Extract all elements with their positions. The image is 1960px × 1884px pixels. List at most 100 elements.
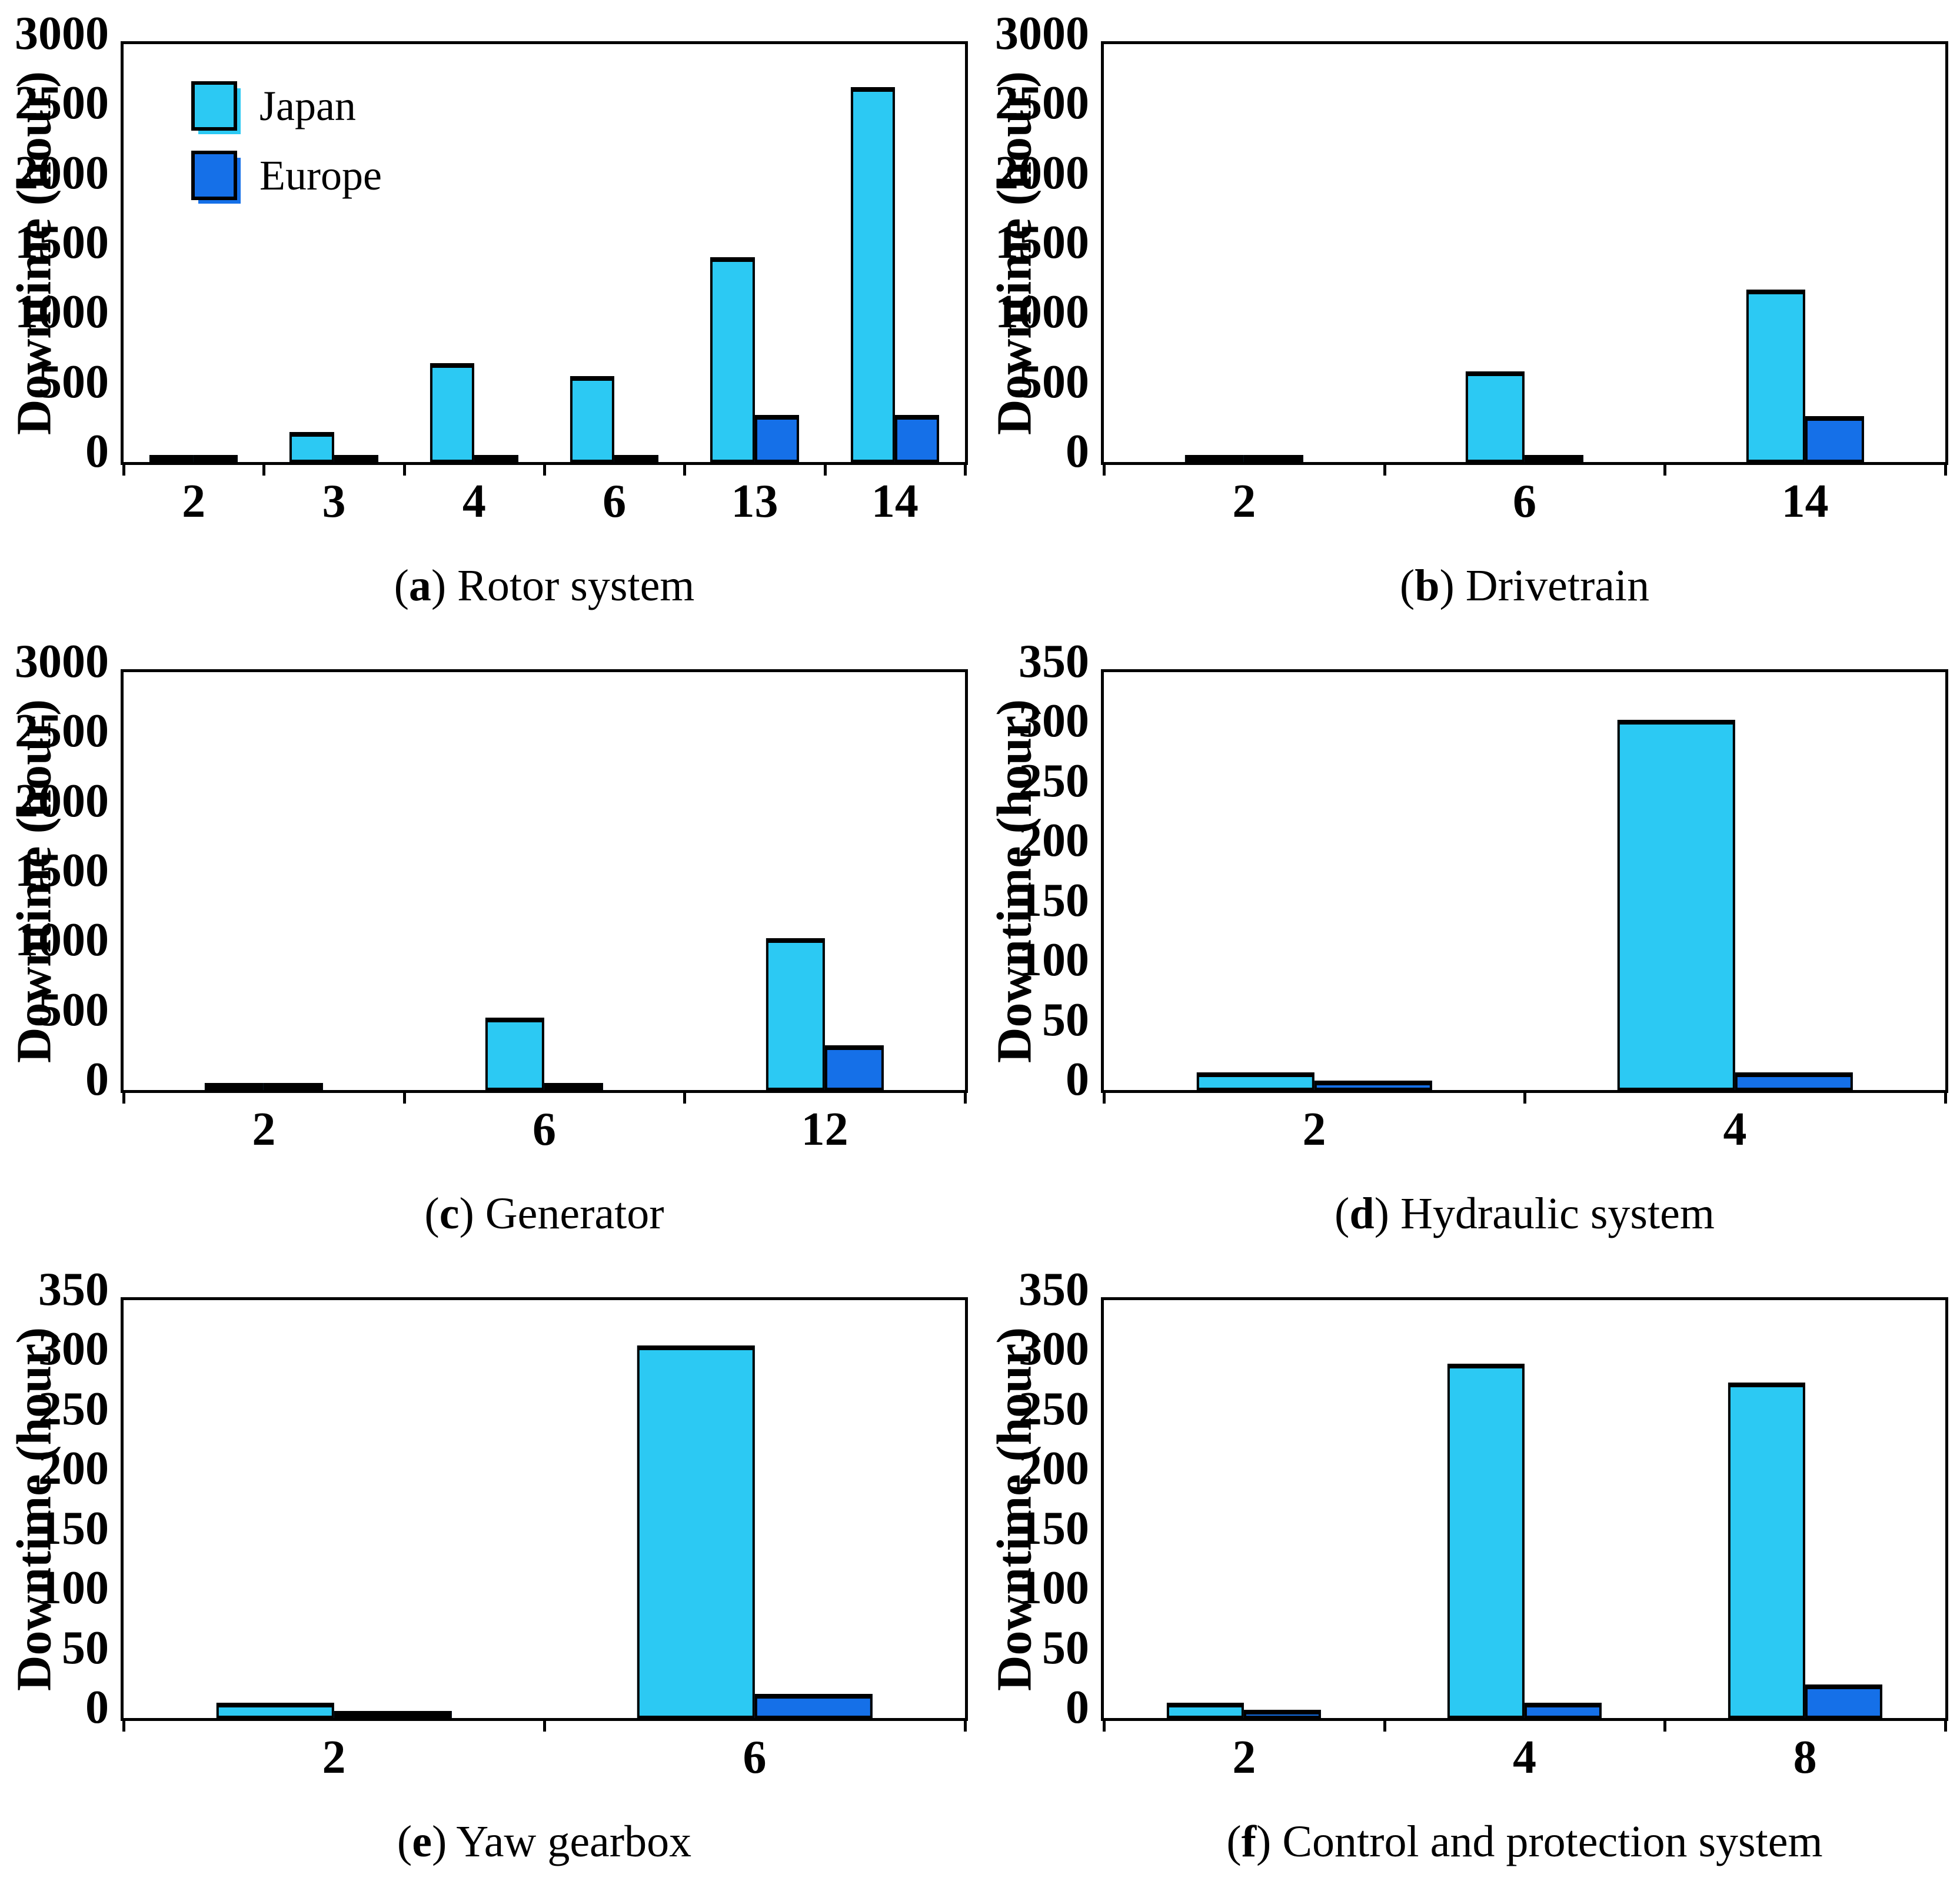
bar-japan (430, 363, 474, 462)
bar-europe (1524, 1703, 1602, 1718)
x-tick-label: 6 (532, 1104, 556, 1155)
legend-entry-europe: Europe (191, 146, 382, 205)
plot-frame (121, 1297, 968, 1721)
category-slot (1104, 672, 1525, 1090)
y-tick-label: 2500 (995, 77, 1089, 129)
bar-europe (194, 455, 238, 462)
bar-pair (430, 363, 518, 462)
y-tick-label: 500 (38, 983, 109, 1036)
x-tick-label: 4 (1723, 1104, 1747, 1155)
y-tick-label: 50 (1042, 1621, 1089, 1674)
bar-europe (1244, 455, 1303, 462)
bar-pair (485, 1018, 604, 1090)
y-tick-label: 200 (1019, 815, 1089, 867)
x-tick-label: 6 (1512, 476, 1536, 527)
x-tick-mark (1103, 1720, 1106, 1732)
y-tick-label: 100 (1019, 934, 1089, 986)
bar-pair (1447, 1364, 1602, 1718)
y-tick-label: 200 (38, 1443, 109, 1495)
y-tick-label: 50 (1042, 993, 1089, 1046)
x-tick-mark (1103, 464, 1106, 476)
bar-europe (1805, 416, 1864, 462)
category-slot (1385, 1300, 1665, 1718)
legend-swatch-europe (191, 151, 237, 200)
y-tick-label: 0 (85, 426, 109, 477)
y-tick-label: 0 (1066, 426, 1089, 477)
y-tick-label: 0 (1066, 1682, 1089, 1733)
x-tick-mark (1663, 464, 1667, 476)
subplot-f: Downtime (hour) 0 50 100 150 200 250 300 350 2 4 8(… (980, 1256, 1960, 1884)
y-tick-label: 500 (1019, 355, 1089, 408)
x-tick-mark (964, 464, 967, 476)
bar-europe (334, 1711, 452, 1718)
category-slot (264, 44, 404, 462)
y-tick-label: 150 (1019, 874, 1089, 926)
x-tick-mark (543, 1720, 546, 1732)
x-tick-mark (543, 464, 546, 476)
x-tick-mark (262, 464, 266, 476)
bar-europe (1314, 1081, 1432, 1090)
caption-letter: e (412, 1817, 432, 1866)
category-slot (825, 44, 965, 462)
subplot-caption: (a) Rotor system (394, 561, 695, 610)
bar-pair (205, 1083, 323, 1090)
subplot-c: Downtime (hour) 0 500 1000 1500 2000 2500 3000 2… (0, 628, 980, 1256)
bar-pair (149, 455, 238, 462)
y-tick-label: 500 (38, 355, 109, 408)
caption-letter: a (408, 561, 431, 610)
subplot-caption: (d) Hydraulic system (1335, 1189, 1715, 1238)
bar-japan (485, 1018, 544, 1090)
bar-europe (614, 455, 659, 462)
x-tick-mark (964, 1092, 967, 1104)
category-slot (1665, 1300, 1945, 1718)
bar-pair (1185, 455, 1303, 462)
bar-pair (1196, 1072, 1432, 1090)
x-tick-label: 14 (1781, 476, 1829, 527)
bar-japan (216, 1703, 334, 1718)
bar-japan (637, 1345, 755, 1718)
bar-europe (824, 1045, 884, 1090)
y-tick-label: 2500 (15, 705, 109, 757)
bar-japan (1465, 371, 1525, 462)
y-tick-label: 0 (85, 1682, 109, 1733)
y-tick-label: 0 (85, 1054, 109, 1105)
subplot-caption: (c) Generator (424, 1189, 664, 1238)
category-slot (544, 44, 684, 462)
y-tick-label: 300 (1019, 695, 1089, 747)
category-slot (1104, 44, 1385, 462)
x-tick-label: 13 (731, 476, 778, 527)
bar-europe (894, 415, 939, 462)
x-tick-mark (1103, 1092, 1106, 1104)
x-tick-label: 2 (322, 1732, 346, 1783)
plot-frame (1101, 669, 1948, 1093)
bar-europe (474, 455, 518, 462)
y-tick-label: 3000 (995, 8, 1089, 59)
subplot-caption: (b) Drivetrain (1399, 561, 1650, 610)
x-tick-mark (1663, 1720, 1667, 1732)
bar-japan (1185, 455, 1244, 462)
bar-pair (216, 1703, 452, 1718)
category-slot (124, 672, 404, 1090)
plot-frame (121, 669, 968, 1093)
y-tick-label: 250 (1019, 755, 1089, 807)
plot-frame (1101, 1297, 1948, 1721)
bar-japan (205, 1083, 264, 1090)
y-tick-label: 1000 (995, 286, 1089, 338)
y-tick-label: 3000 (15, 636, 109, 687)
bar-europe (544, 1083, 604, 1090)
x-tick-mark (1944, 1092, 1947, 1104)
bar-japan (766, 938, 825, 1090)
x-tick-label: 4 (462, 476, 486, 527)
x-tick-label: 2 (182, 476, 206, 527)
bar-pair (1728, 1383, 1882, 1718)
y-tick-label: 100 (1019, 1562, 1089, 1614)
x-tick-label: 2 (1232, 476, 1256, 527)
x-tick-mark (122, 1092, 125, 1104)
category-slot (1525, 672, 1945, 1090)
bar-japan (570, 376, 615, 462)
bar-europe (1805, 1684, 1882, 1718)
y-tick-label: 100 (38, 1562, 109, 1614)
x-tick-mark (823, 464, 827, 476)
category-slot (1665, 44, 1945, 462)
x-tick-label: 6 (603, 476, 627, 527)
